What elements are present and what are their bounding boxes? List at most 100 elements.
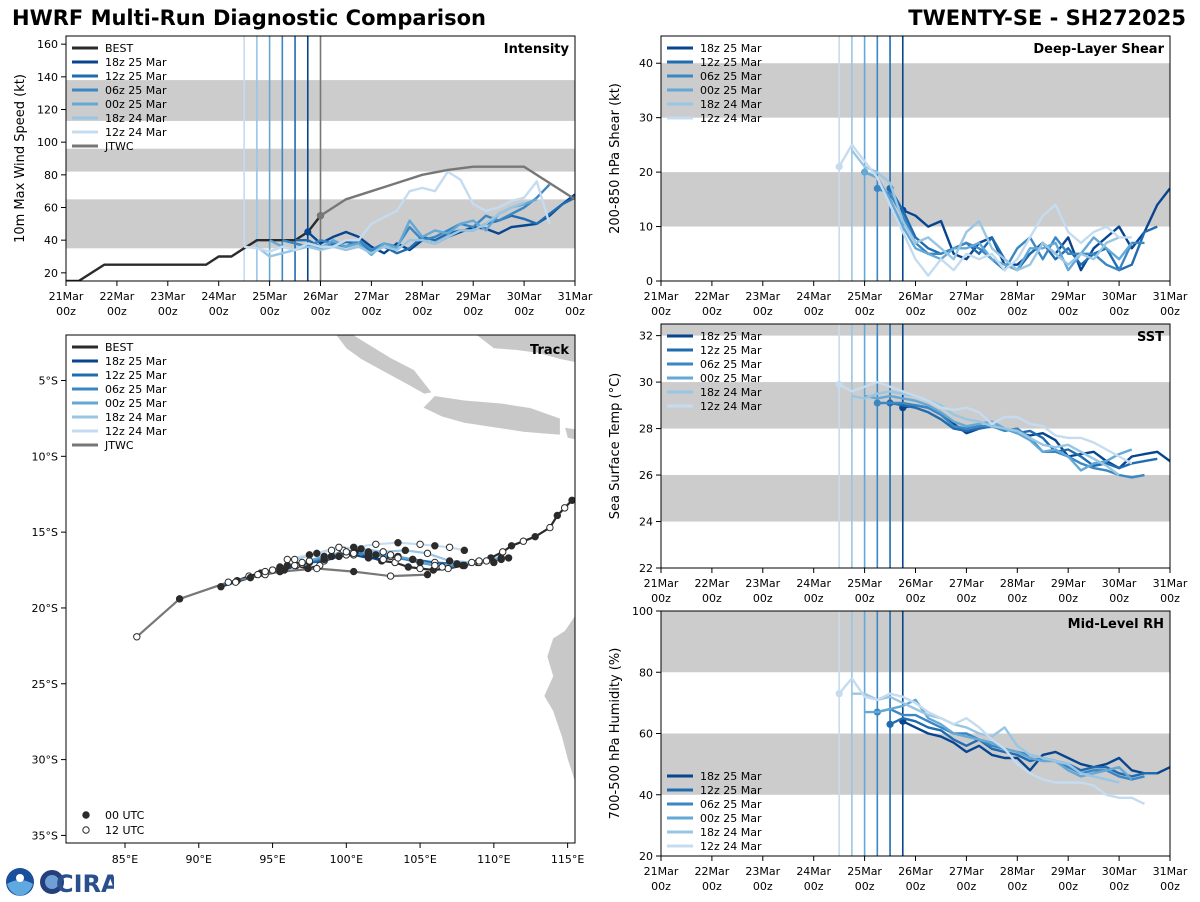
rh-legend-label: 12z 24 Mar [700,840,762,853]
shear-series-line [876,187,1145,272]
rh-x-tick-sublabel: 00z [804,880,824,893]
track-position-marker [290,561,299,570]
rh-y-tick-label: 100 [632,605,653,618]
rh-x-tick-label: 31Mar [1153,865,1188,878]
sst-y-tick-label: 22 [639,562,653,575]
track-position-marker [416,558,424,567]
sst-x-tick-sublabel: 00z [1160,592,1180,605]
track-legend-label: 18z 24 Mar [105,411,167,424]
shear-panel: 0 10 20 30 40 200-850 hPa Shear (kt) 21Mar 00z 2… [608,35,1188,318]
cira-emblem-icon [40,870,64,894]
shear-x-tick-label: 22Mar [695,290,730,303]
rh-y-tick-label: 20 [639,850,653,863]
intensity-y-tick-label: 80 [44,169,58,182]
shear-series-marker [861,168,869,176]
track-position-marker [499,548,507,556]
sst-x-tick-sublabel: 00z [1058,592,1078,605]
shear-x-tick-label: 28Mar [1000,290,1035,303]
track-position-marker [364,548,373,556]
shear-x-tick-label: 26Mar [898,290,933,303]
intensity-x-tick-label: 27Mar [354,290,389,303]
shear-y-tick-label: 40 [639,57,653,70]
intensity-x-tick-label: 21Mar [49,290,84,303]
sst-x-tick-sublabel: 00z [1007,592,1027,605]
shear-x-tick-sublabel: 00z [1160,305,1180,318]
track-position-marker [217,583,225,591]
intensity-series-line [282,183,551,252]
track-position-marker [298,558,306,567]
track-position-marker [379,555,387,564]
intensity-x-tick-sublabel: 00z [311,305,331,318]
track-position-marker [268,566,277,574]
rh-x-tick-label: 28Mar [1000,865,1035,878]
track-y-tick-label: 10°S [32,450,58,463]
intensity-panel-title: Intensity [504,42,570,57]
sst-threshold-band [661,475,1170,522]
shear-y-tick-label: 20 [639,166,653,179]
track-position-marker [313,564,321,573]
intensity-x-tick-sublabel: 00z [514,305,534,318]
intensity-y-tick-label: 140 [37,71,58,84]
land-mass-sumatra [335,335,433,395]
shear-series-line [850,149,1120,272]
rh-x-tick-sublabel: 00z [957,880,977,893]
rh-series-marker [835,690,843,698]
rh-y-tick-label: 60 [639,728,653,741]
track-position-marker [283,561,292,570]
intensity-x-tick-sublabel: 00z [158,305,178,318]
track-frame [65,334,576,844]
track-legend-label: 12z 25 Mar [105,369,167,382]
shear-x-tick-sublabel: 00z [1058,305,1078,318]
track-position-marker [231,578,240,586]
intensity-series-line [319,165,575,217]
shear-series-marker [873,184,881,193]
rh-legend-label: 18z 24 Mar [700,826,762,839]
intensity-legend-label: 12z 24 Mar [105,126,167,139]
track-position-marker [431,542,439,550]
sst-series-line [864,394,1133,472]
shear-legend-label: 06z 25 Mar [700,70,762,83]
shear-x-tick-label: 21Mar [644,290,679,303]
track-y-tick-label: 20°S [32,602,58,615]
intensity-x-tick-label: 24Mar [201,290,236,303]
shear-x-tick-sublabel: 00z [906,305,926,318]
rh-x-tick-label: 29Mar [1051,865,1086,878]
track-y-tick-label: 15°S [32,526,58,539]
rh-x-tick-label: 22Mar [695,865,730,878]
track-legend-label: 12z 24 Mar [105,425,167,438]
track-position-marker [261,567,269,576]
rh-series-line [889,717,1158,778]
track-position-marker [327,552,336,561]
sst-x-tick-sublabel: 00z [702,592,722,605]
track-legend-label: 06z 25 Mar [105,383,167,396]
track-position-marker [357,545,365,553]
rh-x-tick-sublabel: 00z [855,880,875,893]
shear-plot-area [661,36,1170,281]
intensity-x-tick-label: 29Mar [456,290,491,303]
rh-x-tick-label: 30Mar [1102,865,1137,878]
sst-x-tick-label: 30Mar [1102,577,1137,590]
track-position-marker [519,537,528,545]
intensity-y-tick-label: 20 [44,267,58,280]
sst-legend-label: 06z 25 Mar [700,358,762,371]
shear-x-tick-sublabel: 00z [804,305,824,318]
intensity-x-tick-label: 26Mar [303,290,338,303]
rh-x-tick-label: 24Mar [796,865,831,878]
track-x-tick-label: 100°E [330,853,363,866]
cira-logo: CIRA [4,866,120,898]
rh-y-axis-label: 700-500 hPa Humidity (%) [608,648,623,820]
track-position-marker [507,542,516,550]
rh-x-tick-sublabel: 00z [651,880,671,893]
intensity-y-tick-label: 100 [37,136,58,149]
sst-y-tick-label: 28 [639,423,653,436]
shear-y-tick-label: 30 [639,112,653,125]
sst-series-marker [835,380,843,389]
shear-x-tick-label: 29Mar [1051,290,1086,303]
track-position-marker [409,555,417,564]
shear-x-tick-label: 27Mar [949,290,984,303]
shear-x-tick-label: 23Mar [745,290,780,303]
track-x-tick-label: 115°E [551,853,584,866]
sst-legend-label: 18z 24 Mar [700,386,762,399]
shear-legend-label: 00z 25 Mar [700,84,762,97]
intensity-series-line [243,170,551,253]
